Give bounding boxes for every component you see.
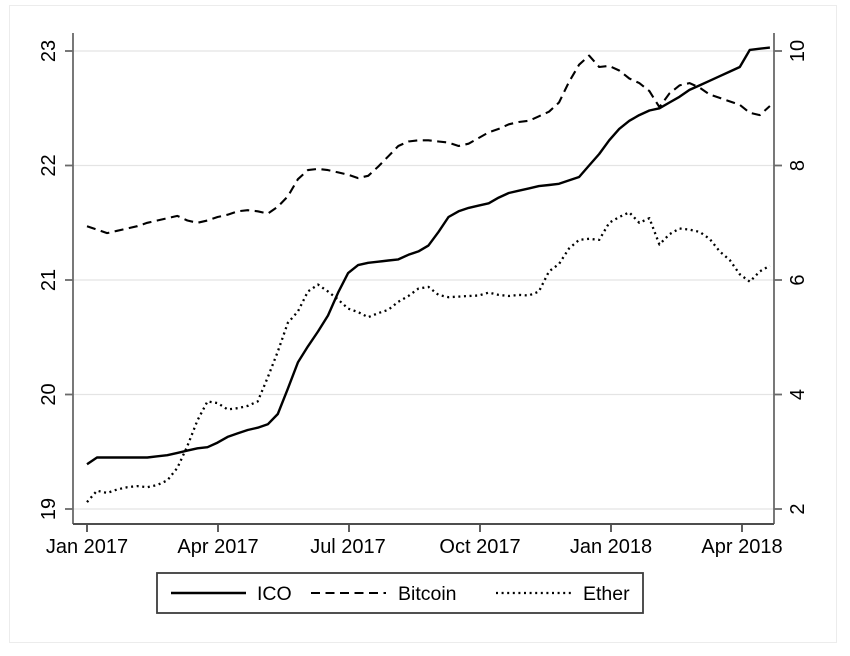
y-left-tick-label: 20 bbox=[38, 383, 60, 405]
figure-border bbox=[9, 5, 837, 643]
x-tick-label: Apr 2018 bbox=[701, 536, 782, 558]
y-left-tick-label: 21 bbox=[38, 269, 60, 291]
ether-line bbox=[86, 211, 771, 503]
legend-label-ether: Ether bbox=[583, 583, 630, 605]
y-axis-left-labels: 19 20 21 22 23 bbox=[38, 40, 60, 520]
ico-line bbox=[86, 46, 771, 466]
legend-label-ico: ICO bbox=[257, 583, 292, 605]
data-series bbox=[86, 46, 771, 503]
gridlines bbox=[73, 50, 774, 510]
x-tick-label: Jan 2018 bbox=[570, 536, 652, 558]
y-right-tick-label: 10 bbox=[787, 40, 809, 62]
bitcoin-line bbox=[86, 54, 771, 235]
x-tick-label: Apr 2017 bbox=[177, 536, 258, 558]
legend: ICO Bitcoin Ether bbox=[156, 572, 644, 614]
y-right-tick-label: 8 bbox=[787, 160, 809, 171]
y-right-tick-label: 2 bbox=[787, 503, 809, 514]
x-axis-labels: Jan 2017 Apr 2017 Jul 2017 Oct 2017 Jan … bbox=[46, 536, 783, 558]
figure-frame bbox=[9, 5, 837, 643]
x-tick-label: Oct 2017 bbox=[439, 536, 520, 558]
y-left-tick-label: 22 bbox=[38, 154, 60, 176]
y-left-tick-label: 19 bbox=[38, 498, 60, 520]
y-axis-right-labels: 2 4 6 8 10 bbox=[787, 40, 809, 515]
x-tick-label: Jan 2017 bbox=[46, 536, 128, 558]
y-right-tick-label: 4 bbox=[787, 389, 809, 400]
y-right-tick-label: 6 bbox=[787, 274, 809, 285]
x-tick-label: Jul 2017 bbox=[310, 536, 386, 558]
legend-label-bitcoin: Bitcoin bbox=[398, 583, 457, 605]
axes bbox=[65, 33, 782, 532]
y-left-tick-label: 23 bbox=[38, 40, 60, 62]
